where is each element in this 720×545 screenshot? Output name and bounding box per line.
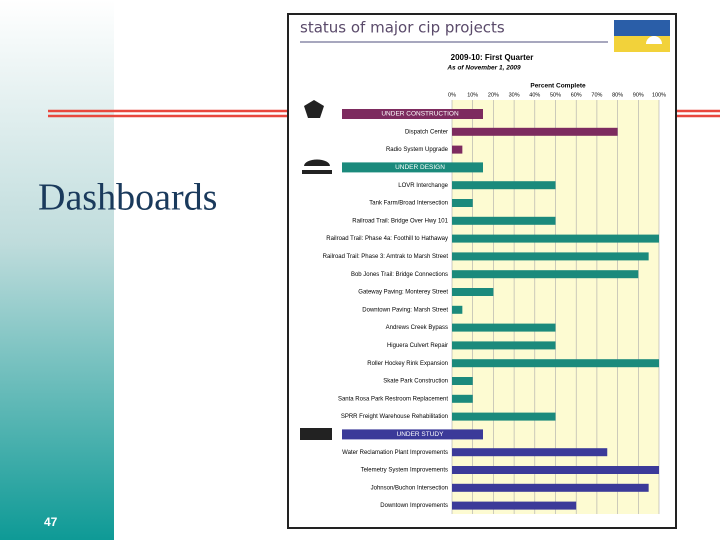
bar [452, 359, 659, 368]
y-tick-label: Gateway Paving: Monterey Street [358, 290, 448, 296]
y-tick-label: LOVR Interchange [398, 183, 448, 189]
x-tick-label: 50% [550, 92, 561, 98]
y-tick-label: Bob Jones Trail: Bridge Connections [351, 272, 448, 278]
date-note: As of November 1, 2009 [446, 65, 521, 72]
y-tick-label: Roller Hockey Rink Expansion [367, 361, 448, 367]
y-tick-label: Radio System Upgrade [386, 147, 449, 153]
group-header: UNDER CONSTRUCTION [381, 111, 459, 118]
page-number: 47 [44, 515, 58, 529]
y-tick-label: Higuera Culvert Repair [387, 343, 448, 349]
y-tick-label: Railroad Trail: Phase 4a: Foothill to Ha… [326, 236, 448, 242]
y-tick-label: Dispatch Center [405, 129, 448, 135]
bar [452, 412, 556, 421]
y-tick-label: Santa Rosa Park Restroom Replacement [338, 396, 448, 402]
bar [452, 216, 556, 225]
x-axis-label: Percent Complete [530, 83, 586, 90]
x-tick-label: 80% [612, 92, 623, 98]
y-tick-label: Railroad Trail: Bridge Over Hwy 101 [352, 218, 448, 224]
x-tick-label: 70% [591, 92, 602, 98]
y-tick-label: Andrews Creek Bypass [386, 325, 448, 331]
bar [452, 252, 649, 261]
chart-title: status of major cip projects [300, 19, 505, 37]
group-header-bar [342, 162, 483, 173]
x-tick-label: 100% [652, 92, 666, 98]
logo [646, 36, 662, 44]
bar [452, 181, 556, 190]
y-tick-label: Johnson/Buchon Intersection [371, 485, 448, 491]
y-tick-label: Railroad Trail: Phase 3: Amtrak to Marsh… [323, 254, 449, 260]
bar [452, 127, 618, 136]
chart: status of major cip projects 2009-10: Fi… [287, 13, 677, 529]
icon [304, 100, 324, 118]
group-header-bar [342, 109, 483, 119]
bar [452, 466, 659, 474]
bar [452, 288, 494, 296]
bar [452, 448, 608, 457]
bar [452, 341, 556, 350]
bar [452, 305, 463, 314]
bar [452, 501, 577, 510]
y-tick-label: Telemetry System Improvements [361, 468, 448, 474]
icon [300, 428, 332, 440]
bar [452, 270, 639, 279]
icon [302, 159, 332, 174]
bar [452, 199, 473, 207]
bar [452, 234, 659, 243]
group-header: UNDER STUDY [397, 431, 445, 438]
x-tick-label: 30% [509, 92, 520, 98]
x-tick-label: 10% [467, 92, 478, 98]
chart-subtitle: 2009-10: First Quarter [451, 53, 534, 62]
x-tick-label: 60% [571, 92, 582, 98]
bar [452, 377, 473, 385]
y-tick-label: Tank Farm/Broad Intersection [369, 201, 448, 207]
bar [452, 145, 463, 154]
x-tick-label: 20% [488, 92, 499, 98]
x-tick-label: 40% [529, 92, 540, 98]
y-tick-label: SPRR Freight Warehouse Rehabilitation [341, 414, 448, 420]
slide-title: Dashboards [38, 177, 217, 219]
group-header: UNDER DESIGN [395, 164, 445, 171]
bar [452, 323, 556, 332]
group-header-bar [342, 429, 483, 440]
bar [452, 483, 649, 492]
side-strip [0, 0, 114, 540]
y-tick-label: Water Reclamation Plant Improvements [342, 450, 448, 456]
x-tick-label: 90% [633, 92, 644, 98]
x-tick-label: 0% [448, 92, 456, 98]
y-tick-label: Downtown Improvements [380, 503, 448, 509]
y-tick-label: Skate Park Construction [383, 379, 448, 385]
y-tick-label: Downtown Paving: Marsh Street [362, 307, 448, 313]
bar [452, 394, 473, 403]
